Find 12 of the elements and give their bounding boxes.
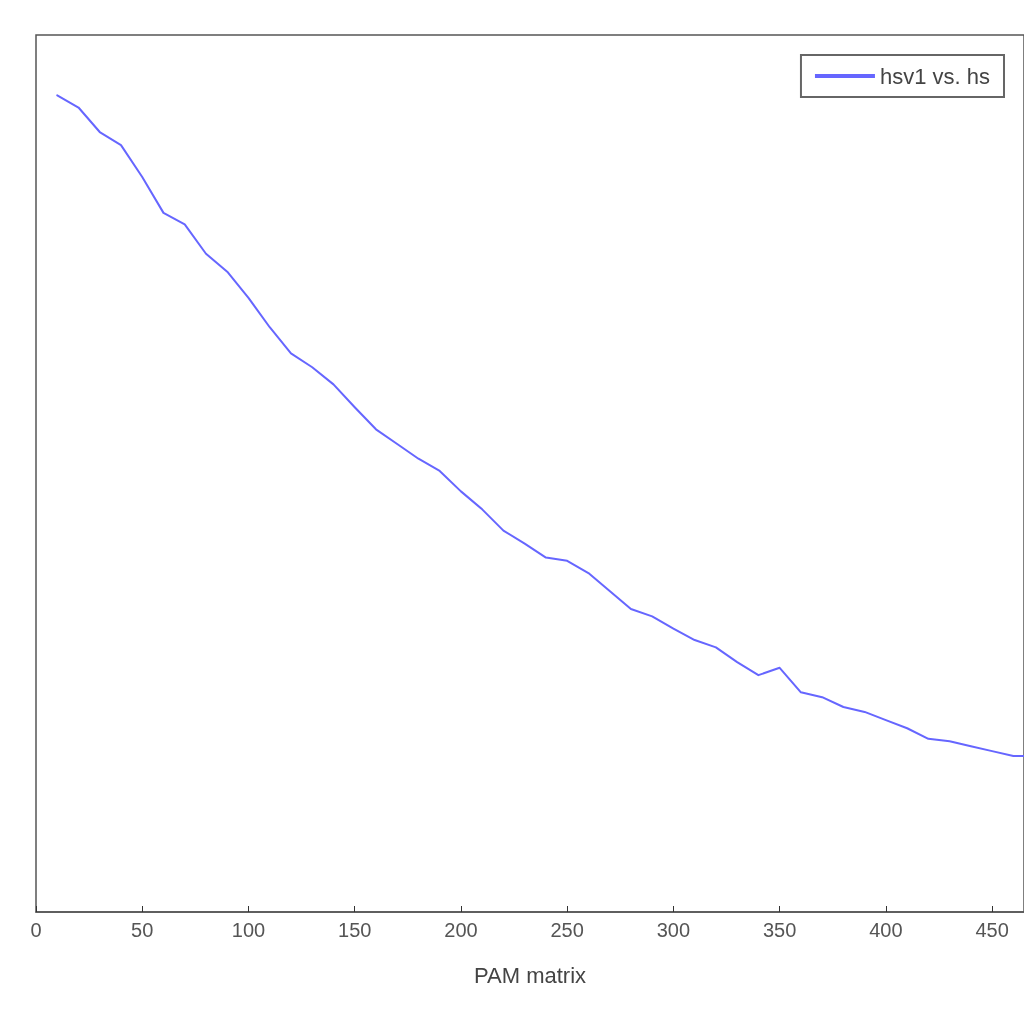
x-tick-label: 150 — [338, 919, 372, 941]
x-tick-label: 50 — [131, 919, 154, 941]
x-tick-label: 400 — [869, 919, 903, 941]
x-tick-label: 350 — [762, 919, 797, 941]
x-tick-label: 450 — [975, 919, 1009, 941]
legend-label: hsv1 vs. hs — [879, 63, 990, 89]
x-tick-label: 250 — [550, 919, 584, 941]
x-tick-label: 0 — [30, 919, 42, 941]
x-tick-label: 300 — [656, 919, 691, 941]
x-tick-label: 100 — [231, 919, 266, 941]
x-tick-label: 200 — [444, 919, 478, 941]
x-axis-title: PAM matrix — [473, 962, 587, 988]
